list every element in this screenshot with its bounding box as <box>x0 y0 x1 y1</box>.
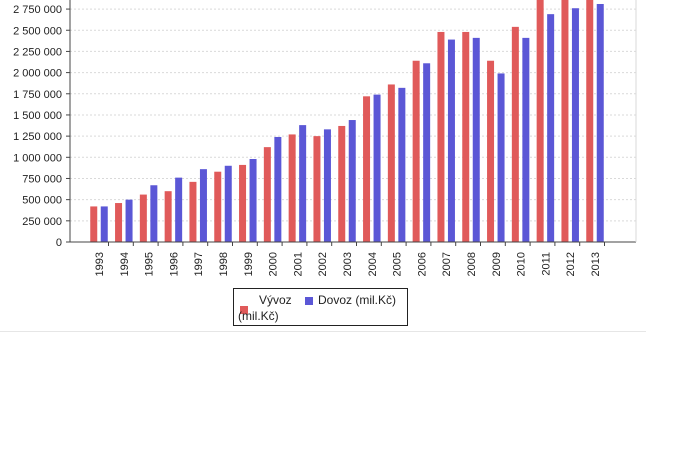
x-tick-label: 2013 <box>590 252 602 276</box>
bar-export <box>561 0 569 242</box>
bar-export <box>536 0 544 242</box>
x-tick-label: 2004 <box>367 252 379 276</box>
x-tick-label: 1994 <box>119 252 131 276</box>
bar-export <box>437 31 445 242</box>
bars <box>90 0 604 243</box>
bar-export <box>90 206 98 242</box>
bar-import <box>323 129 331 242</box>
x-tick-label: 2001 <box>292 252 304 276</box>
bar-import <box>373 94 381 242</box>
y-tick-label: 2 250 000 <box>13 46 62 58</box>
bar-import <box>571 8 579 243</box>
x-tick-label: 1997 <box>193 252 205 276</box>
bar-import <box>100 206 108 242</box>
x-tick-label: 2009 <box>491 252 503 276</box>
x-tick-labels: 1993 1994 1995 1996 1997 1998 1999 2000 2001 2002… <box>94 252 602 276</box>
bar-export <box>239 164 247 242</box>
bar-import <box>348 120 356 242</box>
bar-export <box>214 171 222 242</box>
x-tick-label: 2002 <box>317 252 329 276</box>
bar-import <box>547 14 555 243</box>
bar-export <box>462 31 470 242</box>
legend-swatch-import <box>305 297 313 305</box>
bar-export <box>586 0 594 242</box>
bar-import <box>274 136 282 242</box>
y-tick-label: 2 500 000 <box>13 25 62 37</box>
y-tick-label: 250 000 <box>22 216 62 228</box>
bar-import <box>423 63 431 242</box>
bar-import <box>199 169 207 242</box>
bar-export <box>164 191 172 242</box>
x-tick-label: 2003 <box>342 252 354 276</box>
bar-export <box>412 60 420 242</box>
bar-export <box>115 203 123 242</box>
y-tick-labels: 0 250 000 500 000 750 000 1 000 000 1 250 000… <box>13 4 62 249</box>
y-tick-label: 1 250 000 <box>13 131 62 143</box>
gridlines <box>66 8 636 246</box>
x-tick-label: 2007 <box>441 252 453 276</box>
legend-swatch-export <box>240 306 248 314</box>
bar-export <box>139 194 147 242</box>
legend: Vývoz (mil.Kč) Dovoz (mil.Kč) <box>233 288 408 326</box>
legend-label-export-line1: Vývoz <box>259 293 292 307</box>
bar-import <box>497 73 505 243</box>
legend-label-import: Dovoz (mil.Kč) <box>318 293 397 307</box>
axes <box>69 0 637 243</box>
bar-export <box>338 125 346 242</box>
x-tick-label: 2005 <box>392 252 404 276</box>
bar-import <box>299 125 307 242</box>
bar-import <box>472 37 480 242</box>
bar-import <box>125 199 133 242</box>
x-tick-label: 2010 <box>516 252 528 276</box>
y-tick-label: 2 000 000 <box>13 68 62 80</box>
y-tick-label: 1 000 000 <box>13 152 62 164</box>
y-tick-label: 0 <box>56 237 62 249</box>
y-tick-label: 750 000 <box>22 173 62 185</box>
x-tick-label: 2011 <box>540 252 552 276</box>
bar-export <box>487 60 495 242</box>
x-tick-label: 1995 <box>144 252 156 276</box>
x-tick-label: 2000 <box>268 252 280 276</box>
x-tick-label: 1993 <box>94 252 106 276</box>
bar-import <box>175 177 183 242</box>
x-tick-label: 1996 <box>168 252 180 276</box>
x-tick-label: 1998 <box>218 252 230 276</box>
divider <box>0 331 646 332</box>
bar-export <box>363 96 371 242</box>
x-tick-label: 2012 <box>565 252 577 276</box>
bar-export <box>189 181 197 242</box>
x-tick-label: 2006 <box>416 252 428 276</box>
bar-export <box>387 84 395 242</box>
bar-export <box>288 134 296 242</box>
y-tick-label: 1 750 000 <box>13 89 62 101</box>
bar-import <box>398 87 406 242</box>
bar-import <box>447 39 455 242</box>
bar-export <box>313 136 321 242</box>
x-tick-label: 1999 <box>243 252 255 276</box>
bar-export <box>511 26 519 242</box>
bar-export <box>263 147 271 242</box>
bar-import <box>522 37 530 242</box>
bar-import <box>596 3 604 243</box>
y-tick-label: 500 000 <box>22 195 62 207</box>
bar-import <box>224 165 232 242</box>
bar-import <box>150 185 158 242</box>
bar-import <box>249 158 257 242</box>
x-tick-label: 2008 <box>466 252 478 276</box>
y-tick-label: 1 500 000 <box>13 110 62 122</box>
y-tick-label: 2 750 000 <box>13 4 62 16</box>
legend-label-export-line2: (mil.Kč) <box>238 309 279 323</box>
